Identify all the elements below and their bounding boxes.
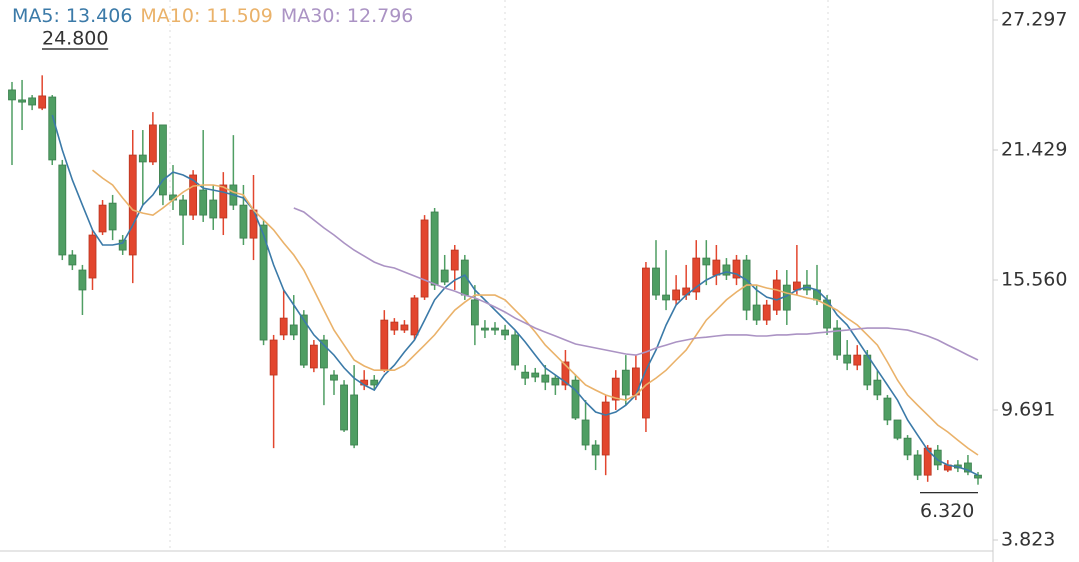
y-tick-label: 15.560	[1001, 269, 1067, 291]
candle-body	[199, 189, 208, 216]
candle-body	[38, 95, 47, 109]
candle-body	[58, 164, 67, 256]
candle-body	[883, 397, 892, 421]
candle-body	[531, 372, 540, 378]
candle-body	[501, 329, 509, 336]
ma-line	[51, 114, 979, 476]
candle-body	[913, 454, 922, 476]
candle-body	[209, 199, 218, 219]
candle-body	[259, 224, 268, 341]
candle-body	[470, 299, 479, 326]
candles	[8, 75, 982, 485]
candle-body	[148, 124, 157, 163]
candle-body	[722, 264, 731, 276]
candle-body	[893, 419, 902, 439]
legend-entry: MA10: 11.509	[140, 5, 273, 27]
candle-body	[551, 377, 560, 386]
max-label: 24.800	[42, 28, 108, 50]
candle-body	[189, 174, 198, 216]
y-tick-label: 9.691	[1001, 399, 1055, 421]
candle-body	[712, 259, 721, 276]
ma-line	[92, 169, 979, 456]
candle-body	[269, 339, 278, 376]
candle-body	[652, 267, 660, 296]
candle-body	[370, 379, 379, 386]
candle-body	[159, 124, 167, 196]
candle-body	[491, 327, 499, 331]
candle-body	[772, 279, 781, 311]
candle-body	[420, 219, 429, 298]
candle-body	[581, 419, 590, 446]
legend-entry: MA5: 13.406	[12, 5, 132, 27]
candle-body	[68, 254, 77, 266]
candle-body	[340, 384, 348, 431]
y-tick-label: 27.297	[1001, 9, 1067, 31]
candle-body	[571, 379, 580, 419]
candle-body	[873, 379, 882, 396]
candle-body	[611, 377, 620, 401]
candle-body	[309, 344, 318, 369]
candle-body	[279, 317, 288, 336]
candle-body	[380, 319, 389, 371]
candle-body	[621, 369, 630, 396]
candle-body	[762, 304, 771, 321]
min-label: 6.320	[920, 500, 974, 522]
candle-body	[138, 154, 147, 163]
candle-body	[88, 234, 97, 279]
candle-body	[833, 327, 842, 356]
candle-body	[400, 324, 409, 331]
candle-body	[591, 444, 600, 456]
candle-body	[299, 314, 308, 366]
candle-body	[521, 371, 530, 379]
candle-body	[390, 321, 399, 331]
candle-body	[561, 361, 570, 386]
candle-body	[702, 257, 711, 266]
candle-body	[78, 269, 87, 291]
legend: MA5: 13.406 MA10: 11.509 MA30: 12.796	[12, 5, 413, 27]
candle-body	[541, 374, 550, 383]
candle-body	[974, 474, 982, 479]
candle-body	[239, 204, 248, 239]
candle-body	[8, 89, 16, 101]
candle-body	[410, 297, 419, 336]
candle-body	[118, 239, 127, 251]
candle-body	[642, 267, 650, 419]
candle-body	[692, 257, 701, 293]
legend-entry: MA30: 12.796	[281, 5, 414, 27]
candle-body	[662, 294, 670, 301]
candle-body	[108, 202, 117, 231]
candle-body	[843, 354, 852, 364]
candle-body	[903, 437, 912, 456]
candle-body	[450, 249, 459, 271]
candle-body	[752, 304, 761, 321]
candle-body	[481, 327, 489, 331]
candle-body	[320, 339, 328, 369]
y-tick-label: 3.823	[1001, 529, 1055, 551]
frame	[0, 0, 994, 562]
candle-body	[732, 259, 741, 279]
candle-body	[28, 97, 37, 106]
candle-body	[601, 401, 610, 456]
candle-body	[179, 199, 187, 216]
candle-body	[511, 334, 520, 366]
candle-body	[330, 374, 338, 381]
candle-body	[964, 462, 972, 473]
candle-body	[430, 211, 439, 286]
candle-body	[923, 447, 932, 476]
candle-body	[128, 154, 137, 256]
candle-body	[672, 289, 681, 301]
candle-body	[219, 184, 228, 219]
ma-line	[293, 207, 979, 361]
candle-body	[289, 324, 298, 336]
candle-body	[98, 204, 107, 233]
candle-body	[18, 99, 26, 103]
candle-body	[350, 394, 359, 446]
candle-body	[853, 354, 862, 366]
candle-body	[440, 269, 449, 283]
y-tick-label: 21.429	[1001, 138, 1067, 160]
candle-body	[48, 96, 57, 161]
